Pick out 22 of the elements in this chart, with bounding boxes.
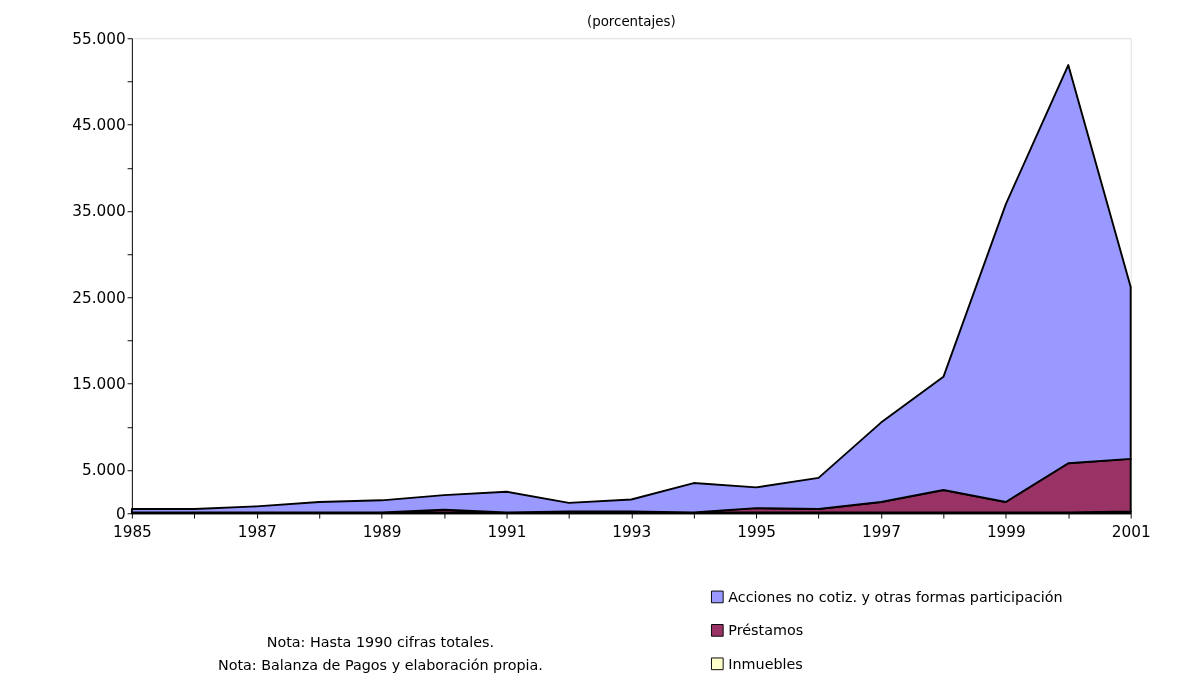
legend-label: Préstamos <box>728 622 804 639</box>
x-tick-label: 1995 <box>737 522 777 541</box>
x-tick-label: 1997 <box>862 522 901 541</box>
y-tick-label: 35.000 <box>72 202 126 221</box>
x-tick-label: 1999 <box>986 522 1026 541</box>
y-tick-label: 15.000 <box>72 374 126 393</box>
y-tick-label: 55.000 <box>72 29 126 48</box>
text: Nota: Balanza de Pagos y elaboración propia. <box>217 657 543 674</box>
y-tick-label: 0 <box>115 504 126 523</box>
x-tick-label: 1985 <box>112 522 152 541</box>
y-tick-label: 5.000 <box>81 461 126 480</box>
chart-title: (porcentajes) <box>586 13 676 29</box>
legend-label: Acciones no cotiz. y otras formas participación <box>728 588 1063 605</box>
x-tick-label: 1991 <box>487 522 527 541</box>
y-tick-label: 45.000 <box>72 115 126 134</box>
y-tick-label: 25.000 <box>72 288 126 307</box>
legend-label: Inmuebles <box>728 655 803 672</box>
x-tick-label: 1993 <box>612 522 652 541</box>
text: Nota: Hasta 1990 cifras totales. <box>266 634 495 651</box>
x-tick-label: 1989 <box>362 522 402 541</box>
x-tick-label: 1987 <box>237 522 277 541</box>
x-tick-label: 2001 <box>1111 522 1151 541</box>
